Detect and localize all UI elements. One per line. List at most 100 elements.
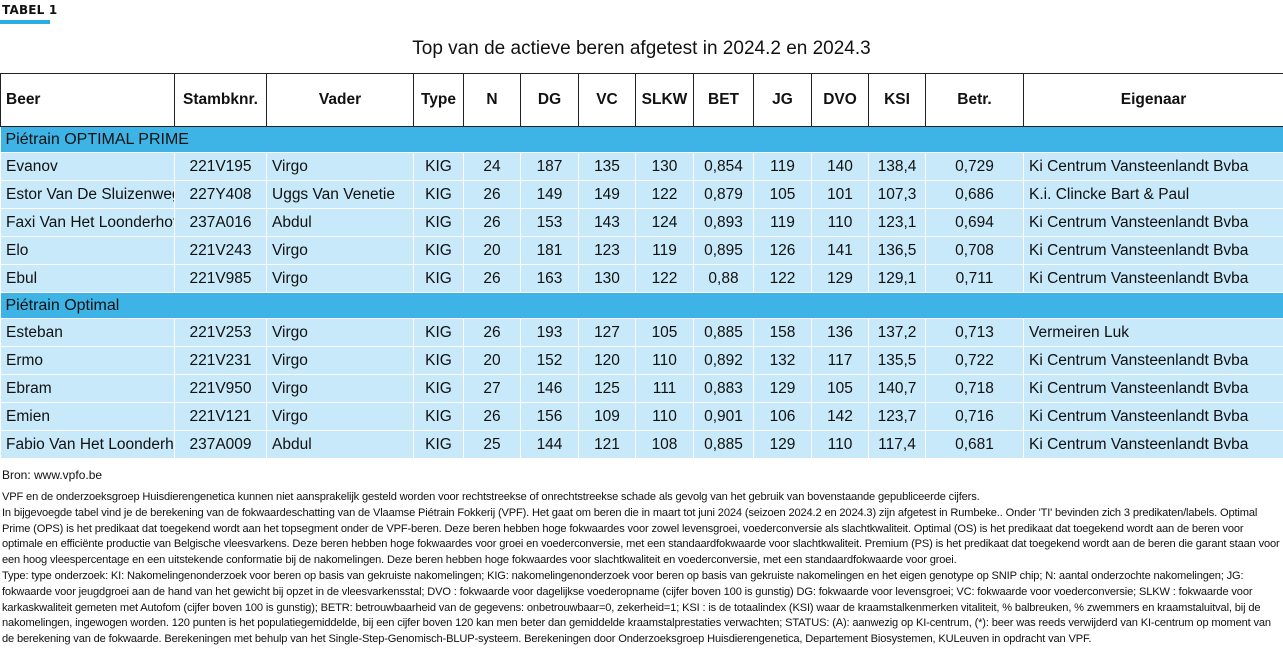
table-cell: 0,885 bbox=[693, 430, 754, 459]
table-cell: 149 bbox=[578, 180, 636, 209]
table-cell: KIG bbox=[413, 318, 464, 347]
col-header-stambknr: Stambknr. bbox=[174, 73, 267, 127]
header-row: Beer Stambknr. Vader Type N DG VC SLKW B… bbox=[0, 73, 1283, 127]
table-cell: 119 bbox=[753, 208, 812, 237]
table-tag: TABEL 1 bbox=[2, 3, 58, 17]
col-header-type: Type bbox=[413, 73, 464, 127]
table-cell: 136 bbox=[811, 318, 869, 347]
table-cell: KIG bbox=[413, 346, 464, 375]
table-cell: 141 bbox=[811, 236, 869, 265]
table-cell: 0,681 bbox=[925, 430, 1024, 459]
table-row: Ebram 221V950 Virgo KIG 27 146 125 111 0,883 129 1… bbox=[0, 374, 1283, 403]
table-cell: Uggs Van Venetie bbox=[266, 180, 414, 209]
table-cell: 0,879 bbox=[693, 180, 754, 209]
boar-table: Beer Stambknr. Vader Type N DG VC SLKW B… bbox=[0, 73, 1283, 459]
table-cell: Ki Centrum Vansteenlandt Bvba bbox=[1023, 374, 1283, 403]
table-cell: 105 bbox=[635, 318, 694, 347]
table-cell: 0,895 bbox=[693, 236, 754, 265]
table-cell: 129 bbox=[753, 374, 812, 403]
table-cell: 109 bbox=[578, 402, 636, 431]
table-cell: 227Y408 bbox=[174, 180, 267, 209]
table-cell: Ki Centrum Vansteenlandt Bvba bbox=[1023, 236, 1283, 265]
col-header-dvo: DVO bbox=[811, 73, 869, 127]
table-row: Fabio Van Het Loonderhof 237A009 Abdul KIG 2… bbox=[0, 430, 1283, 459]
table-cell: 126 bbox=[753, 236, 812, 265]
table-cell: 110 bbox=[635, 346, 694, 375]
col-header-eigenaar: Eigenaar bbox=[1023, 73, 1283, 127]
table-cell: Ki Centrum Vansteenlandt Bvba bbox=[1023, 208, 1283, 237]
table-cell: 105 bbox=[753, 180, 812, 209]
table-cell: 0,885 bbox=[693, 318, 754, 347]
table-cell: 0,722 bbox=[925, 346, 1024, 375]
table-cell: 127 bbox=[578, 318, 636, 347]
table-cell: 140,7 bbox=[868, 374, 926, 403]
col-header-vc: VC bbox=[578, 73, 636, 127]
table-cell: 122 bbox=[635, 264, 694, 293]
table-row: Ermo 221V231 Virgo KIG 20 152 120 110 0,892 132 11… bbox=[0, 346, 1283, 375]
table-cell: 129 bbox=[811, 264, 869, 293]
table-cell: Faxi Van Het Loonderhof bbox=[0, 208, 175, 237]
table-row: Elo 221V243 Virgo KIG 20 181 123 119 0,895 126 141… bbox=[0, 236, 1283, 265]
table-cell: KIG bbox=[413, 374, 464, 403]
table-cell: 119 bbox=[635, 236, 694, 265]
table-cell: Virgo bbox=[266, 346, 414, 375]
section-row: Piétrain OPTIMAL PRIME bbox=[0, 126, 1283, 153]
table-cell: Evanov bbox=[0, 152, 175, 181]
table-cell: 117,4 bbox=[868, 430, 926, 459]
table-cell: 0,729 bbox=[925, 152, 1024, 181]
source-note: Bron: www.vpfo.be bbox=[2, 468, 103, 482]
footnote-legend: Type: type onderzoek: KI: Nakomelingenon… bbox=[2, 569, 1271, 646]
table-cell: Esteban bbox=[0, 318, 175, 347]
table-cell: 119 bbox=[753, 152, 812, 181]
table-row: Esteban 221V253 Virgo KIG 26 193 127 105 0,885 15… bbox=[0, 318, 1283, 347]
section-row: Piétrain Optimal bbox=[0, 292, 1283, 319]
table-cell: 221V231 bbox=[174, 346, 267, 375]
col-header-slkw: SLKW bbox=[635, 73, 694, 127]
table-cell: 136,5 bbox=[868, 236, 926, 265]
table-cell: Virgo bbox=[266, 236, 414, 265]
table-cell: 122 bbox=[635, 180, 694, 209]
table-cell: 221V243 bbox=[174, 236, 267, 265]
table-row: Faxi Van Het Loonderhof 237A016 Abdul KIG 26… bbox=[0, 208, 1283, 237]
col-header-jg: JG bbox=[753, 73, 812, 127]
col-header-ksi: KSI bbox=[868, 73, 926, 127]
section-label: Piétrain Optimal bbox=[0, 292, 1283, 319]
table-cell: Virgo bbox=[266, 152, 414, 181]
table-cell: 20 bbox=[463, 236, 521, 265]
footnotes: VPF en de onderzoeksgroep Huisdierengene… bbox=[2, 490, 1281, 648]
table-cell: 237A009 bbox=[174, 430, 267, 459]
table-cell: Ki Centrum Vansteenlandt Bvba bbox=[1023, 346, 1283, 375]
table-cell: KIG bbox=[413, 180, 464, 209]
table-cell: Ki Centrum Vansteenlandt Bvba bbox=[1023, 264, 1283, 293]
table-cell: 20 bbox=[463, 346, 521, 375]
table-cell: 0,686 bbox=[925, 180, 1024, 209]
table-cell: 156 bbox=[520, 402, 579, 431]
table-cell: 26 bbox=[463, 208, 521, 237]
table-cell: 120 bbox=[578, 346, 636, 375]
table-cell: 117 bbox=[811, 346, 869, 375]
table-cell: 144 bbox=[520, 430, 579, 459]
table-cell: 130 bbox=[635, 152, 694, 181]
table-cell: 0,718 bbox=[925, 374, 1024, 403]
table-cell: 221V195 bbox=[174, 152, 267, 181]
table-cell: 138,4 bbox=[868, 152, 926, 181]
table-cell: 0,883 bbox=[693, 374, 754, 403]
table-cell: 132 bbox=[753, 346, 812, 375]
table-cell: 0,854 bbox=[693, 152, 754, 181]
table-cell: 158 bbox=[753, 318, 812, 347]
table-cell: Emien bbox=[0, 402, 175, 431]
table-cell: 110 bbox=[635, 402, 694, 431]
table-cell: 25 bbox=[463, 430, 521, 459]
table-cell: 26 bbox=[463, 264, 521, 293]
table-row: Estor Van De Sluizenweg 227Y408 Uggs Van V… bbox=[0, 180, 1283, 209]
table-cell: 108 bbox=[635, 430, 694, 459]
table-cell: KIG bbox=[413, 152, 464, 181]
table-cell: 122 bbox=[753, 264, 812, 293]
table-cell: Virgo bbox=[266, 264, 414, 293]
col-header-n: N bbox=[463, 73, 521, 127]
table-cell: Virgo bbox=[266, 374, 414, 403]
table-cell: 111 bbox=[635, 374, 694, 403]
table-cell: 187 bbox=[520, 152, 579, 181]
table-cell: 0,708 bbox=[925, 236, 1024, 265]
table-cell: 26 bbox=[463, 318, 521, 347]
